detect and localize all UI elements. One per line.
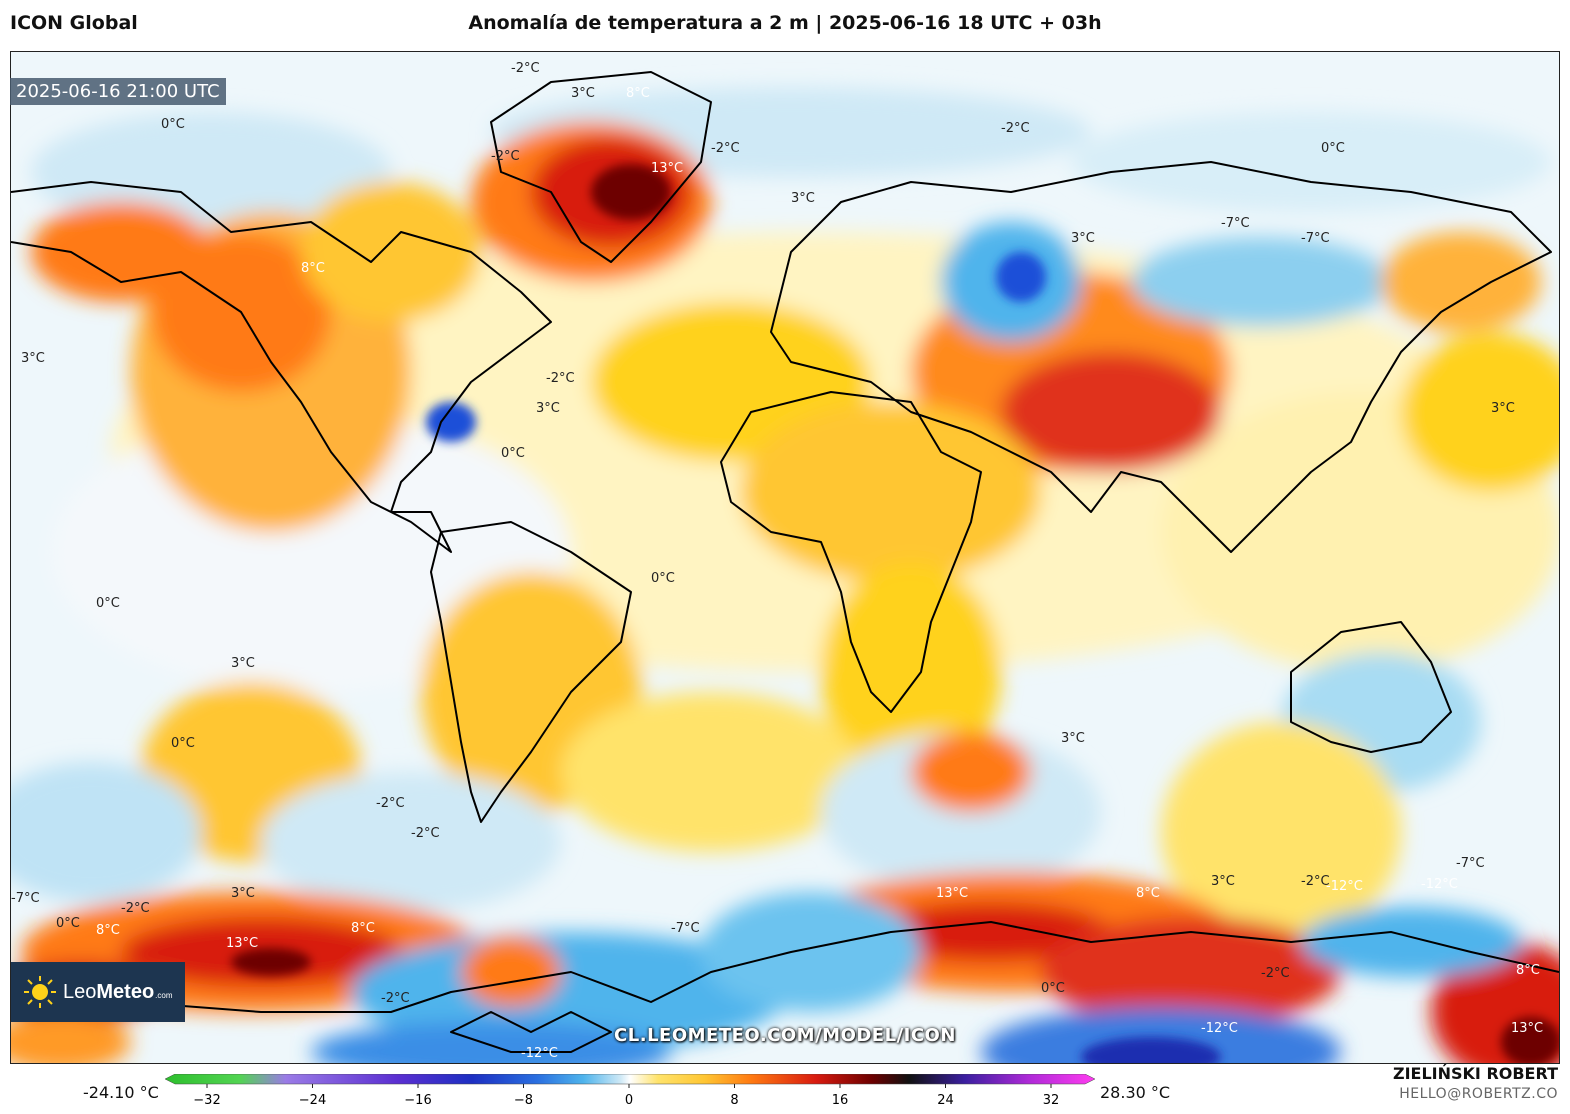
greenland-coast — [490, 71, 712, 263]
colorbar-ticks: −32 −24 −16 −8 0 8 16 24 32 — [193, 1084, 1059, 1108]
australia-coast — [1290, 621, 1452, 753]
contour-label: 13°C — [226, 936, 258, 951]
contour-label: -2°C — [376, 796, 405, 811]
colorbar-tick-label: 8 — [730, 1093, 738, 1108]
colorbar-max-label: 28.30 °C — [1100, 1083, 1171, 1102]
contour-label: 3°C — [1061, 731, 1085, 746]
model-name: ICON Global — [10, 12, 138, 34]
contour-label: 0°C — [1041, 981, 1065, 996]
contour-label: 3°C — [231, 656, 255, 671]
contour-label: -12°C — [1201, 1021, 1238, 1036]
contour-label: 8°C — [301, 261, 325, 276]
contour-label: -7°C — [1221, 216, 1250, 231]
anomaly-cores — [231, 164, 1559, 1063]
map-title: Anomalía de temperatura a 2 m | 2025-06-… — [468, 12, 1102, 34]
source-url: CL.LEOMETEO.COM/MODEL/ICON — [614, 1025, 956, 1046]
contour-label: -2°C — [381, 991, 410, 1006]
eurasia-coast — [770, 161, 1552, 553]
colorbar-tick-label: −24 — [299, 1093, 326, 1108]
contour-label: 3°C — [536, 401, 560, 416]
author-email: HELLO@ROBERTZ.CO — [1399, 1086, 1558, 1102]
sun-icon — [24, 976, 56, 1008]
contour-label: 3°C — [1491, 401, 1515, 416]
contour-label: 13°C — [1511, 1021, 1543, 1036]
contour-label: 3°C — [1071, 231, 1095, 246]
contour-label: 0°C — [1321, 141, 1345, 156]
coastlines — [11, 71, 1559, 1053]
contour-label: 13°C — [651, 161, 683, 176]
contour-label: 3°C — [571, 86, 595, 101]
colorbar-tick-label: 16 — [832, 1093, 849, 1108]
colorbar-tick-label: 32 — [1043, 1093, 1060, 1108]
contour-label: -2°C — [1001, 121, 1030, 136]
contour-label: -7°C — [671, 921, 700, 936]
contour-label: -12°C — [521, 1046, 558, 1061]
colorbar-tick-label: −32 — [193, 1093, 220, 1108]
colorbar-tick-label: 24 — [937, 1093, 954, 1108]
africa-coast — [720, 391, 982, 713]
contour-label: -2°C — [546, 371, 575, 386]
colorbar-tick-label: 0 — [625, 1093, 633, 1108]
antarctica-coast — [11, 921, 1559, 1013]
author-name: ZIELIŃSKI ROBERT — [1392, 1064, 1558, 1083]
antarctic-peninsula — [450, 1011, 612, 1053]
contour-label: 0°C — [171, 736, 195, 751]
contour-label: 8°C — [96, 923, 120, 938]
anomaly-map: -2°C 3°C 8°C 13°C -2°C 0°C -2°C 3°C 8°C … — [10, 51, 1560, 1064]
contour-label: -2°C — [491, 149, 520, 164]
contour-label: 3°C — [791, 191, 815, 206]
north-america-coast — [11, 181, 552, 553]
contour-label: -7°C — [1301, 231, 1330, 246]
contour-label: 0°C — [651, 571, 675, 586]
contour-label: 8°C — [1136, 886, 1160, 901]
map-canvas: -2°C 3°C 8°C 13°C -2°C 0°C -2°C 3°C 8°C … — [11, 52, 1559, 1063]
contour-label: -12°C — [1326, 879, 1363, 894]
contour-label: -7°C — [11, 891, 40, 906]
contour-label: -2°C — [411, 826, 440, 841]
contour-label: 3°C — [231, 886, 255, 901]
contour-label: -2°C — [121, 901, 150, 916]
colorbar-svg: −32 −24 −16 −8 0 8 16 24 32 — [164, 1073, 1096, 1108]
contour-label: -2°C — [711, 141, 740, 156]
colorbar-ramp — [164, 1073, 1096, 1085]
contour-label: 8°C — [351, 921, 375, 936]
contour-label: -12°C — [1421, 877, 1458, 892]
logo-wordmark: LeoMeteo.com — [63, 980, 173, 1003]
contour-label: 8°C — [626, 86, 650, 101]
colorbar-tick-label: −8 — [514, 1093, 533, 1108]
contour-label: -2°C — [1301, 874, 1330, 889]
colorbar-tick-label: −16 — [404, 1093, 431, 1108]
colorbar-min-label: -24.10 °C — [83, 1083, 159, 1102]
contour-labels: -2°C 3°C 8°C 13°C -2°C 0°C -2°C 3°C 8°C … — [11, 61, 1543, 1061]
contour-label: -2°C — [1261, 966, 1290, 981]
contour-label: 3°C — [1211, 874, 1235, 889]
contour-label: -2°C — [511, 61, 540, 76]
contour-label: 13°C — [936, 886, 968, 901]
contour-label: -7°C — [1456, 856, 1485, 871]
contour-label: 0°C — [161, 117, 185, 132]
contour-label: 3°C — [21, 351, 45, 366]
valid-time-badge: 2025-06-16 21:00 UTC — [10, 78, 226, 105]
leometeo-logo: LeoMeteo.com — [11, 962, 185, 1022]
contour-label: 0°C — [501, 446, 525, 461]
contour-label: 0°C — [96, 596, 120, 611]
colorbar: −32 −24 −16 −8 0 8 16 24 32 — [164, 1073, 1096, 1114]
contour-label: 0°C — [56, 916, 80, 931]
contour-label: 8°C — [1516, 963, 1540, 978]
south-america-coast — [430, 521, 632, 823]
